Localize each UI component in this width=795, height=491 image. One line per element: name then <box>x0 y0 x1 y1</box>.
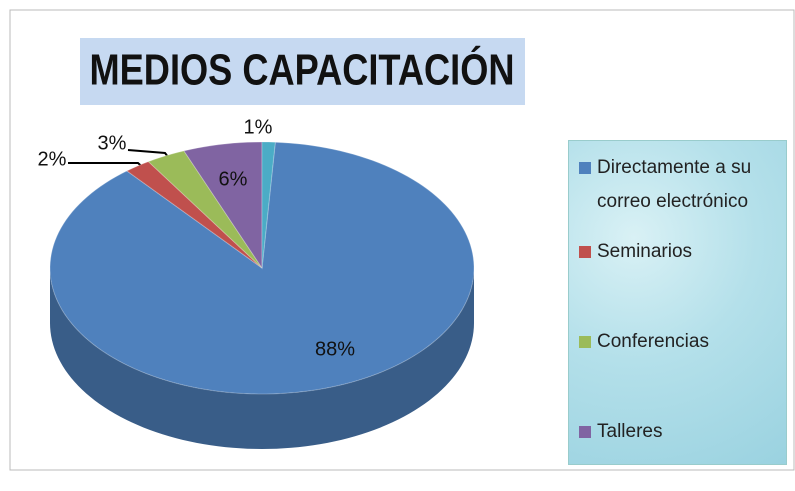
slice <box>125 161 263 269</box>
slice <box>183 141 263 270</box>
legend-label: Talleres <box>597 421 663 442</box>
data-label: 6% <box>219 168 248 190</box>
legend-label: Directamente a su correo electrónico <box>597 157 752 212</box>
legend: Directamente a su correo electrónico Semi… <box>568 140 787 465</box>
legend-swatch <box>579 426 591 438</box>
slice <box>49 141 475 395</box>
data-label: 2% <box>38 148 67 170</box>
data-label: 1% <box>244 116 273 138</box>
legend-label: Seminarios <box>597 241 693 262</box>
slice-side <box>50 268 474 449</box>
legend-entry: Conferencias <box>579 325 778 359</box>
legend-entry: Talleres <box>579 415 778 449</box>
legend-swatch <box>579 336 591 348</box>
slice <box>147 150 263 269</box>
legend-entry: Seminarios <box>579 235 778 269</box>
legend-swatch <box>579 246 591 258</box>
title-box <box>80 38 525 105</box>
chart-title: MEDIOS CAPACITACIÓN <box>90 45 515 95</box>
data-label: 3% <box>98 132 127 154</box>
data-label: 88% <box>315 338 355 360</box>
slice <box>261 141 276 269</box>
legend-label: Conferencias <box>597 331 709 352</box>
legend-entry: Directamente a su correo electrónico <box>579 151 778 219</box>
legend-swatch <box>579 162 591 174</box>
